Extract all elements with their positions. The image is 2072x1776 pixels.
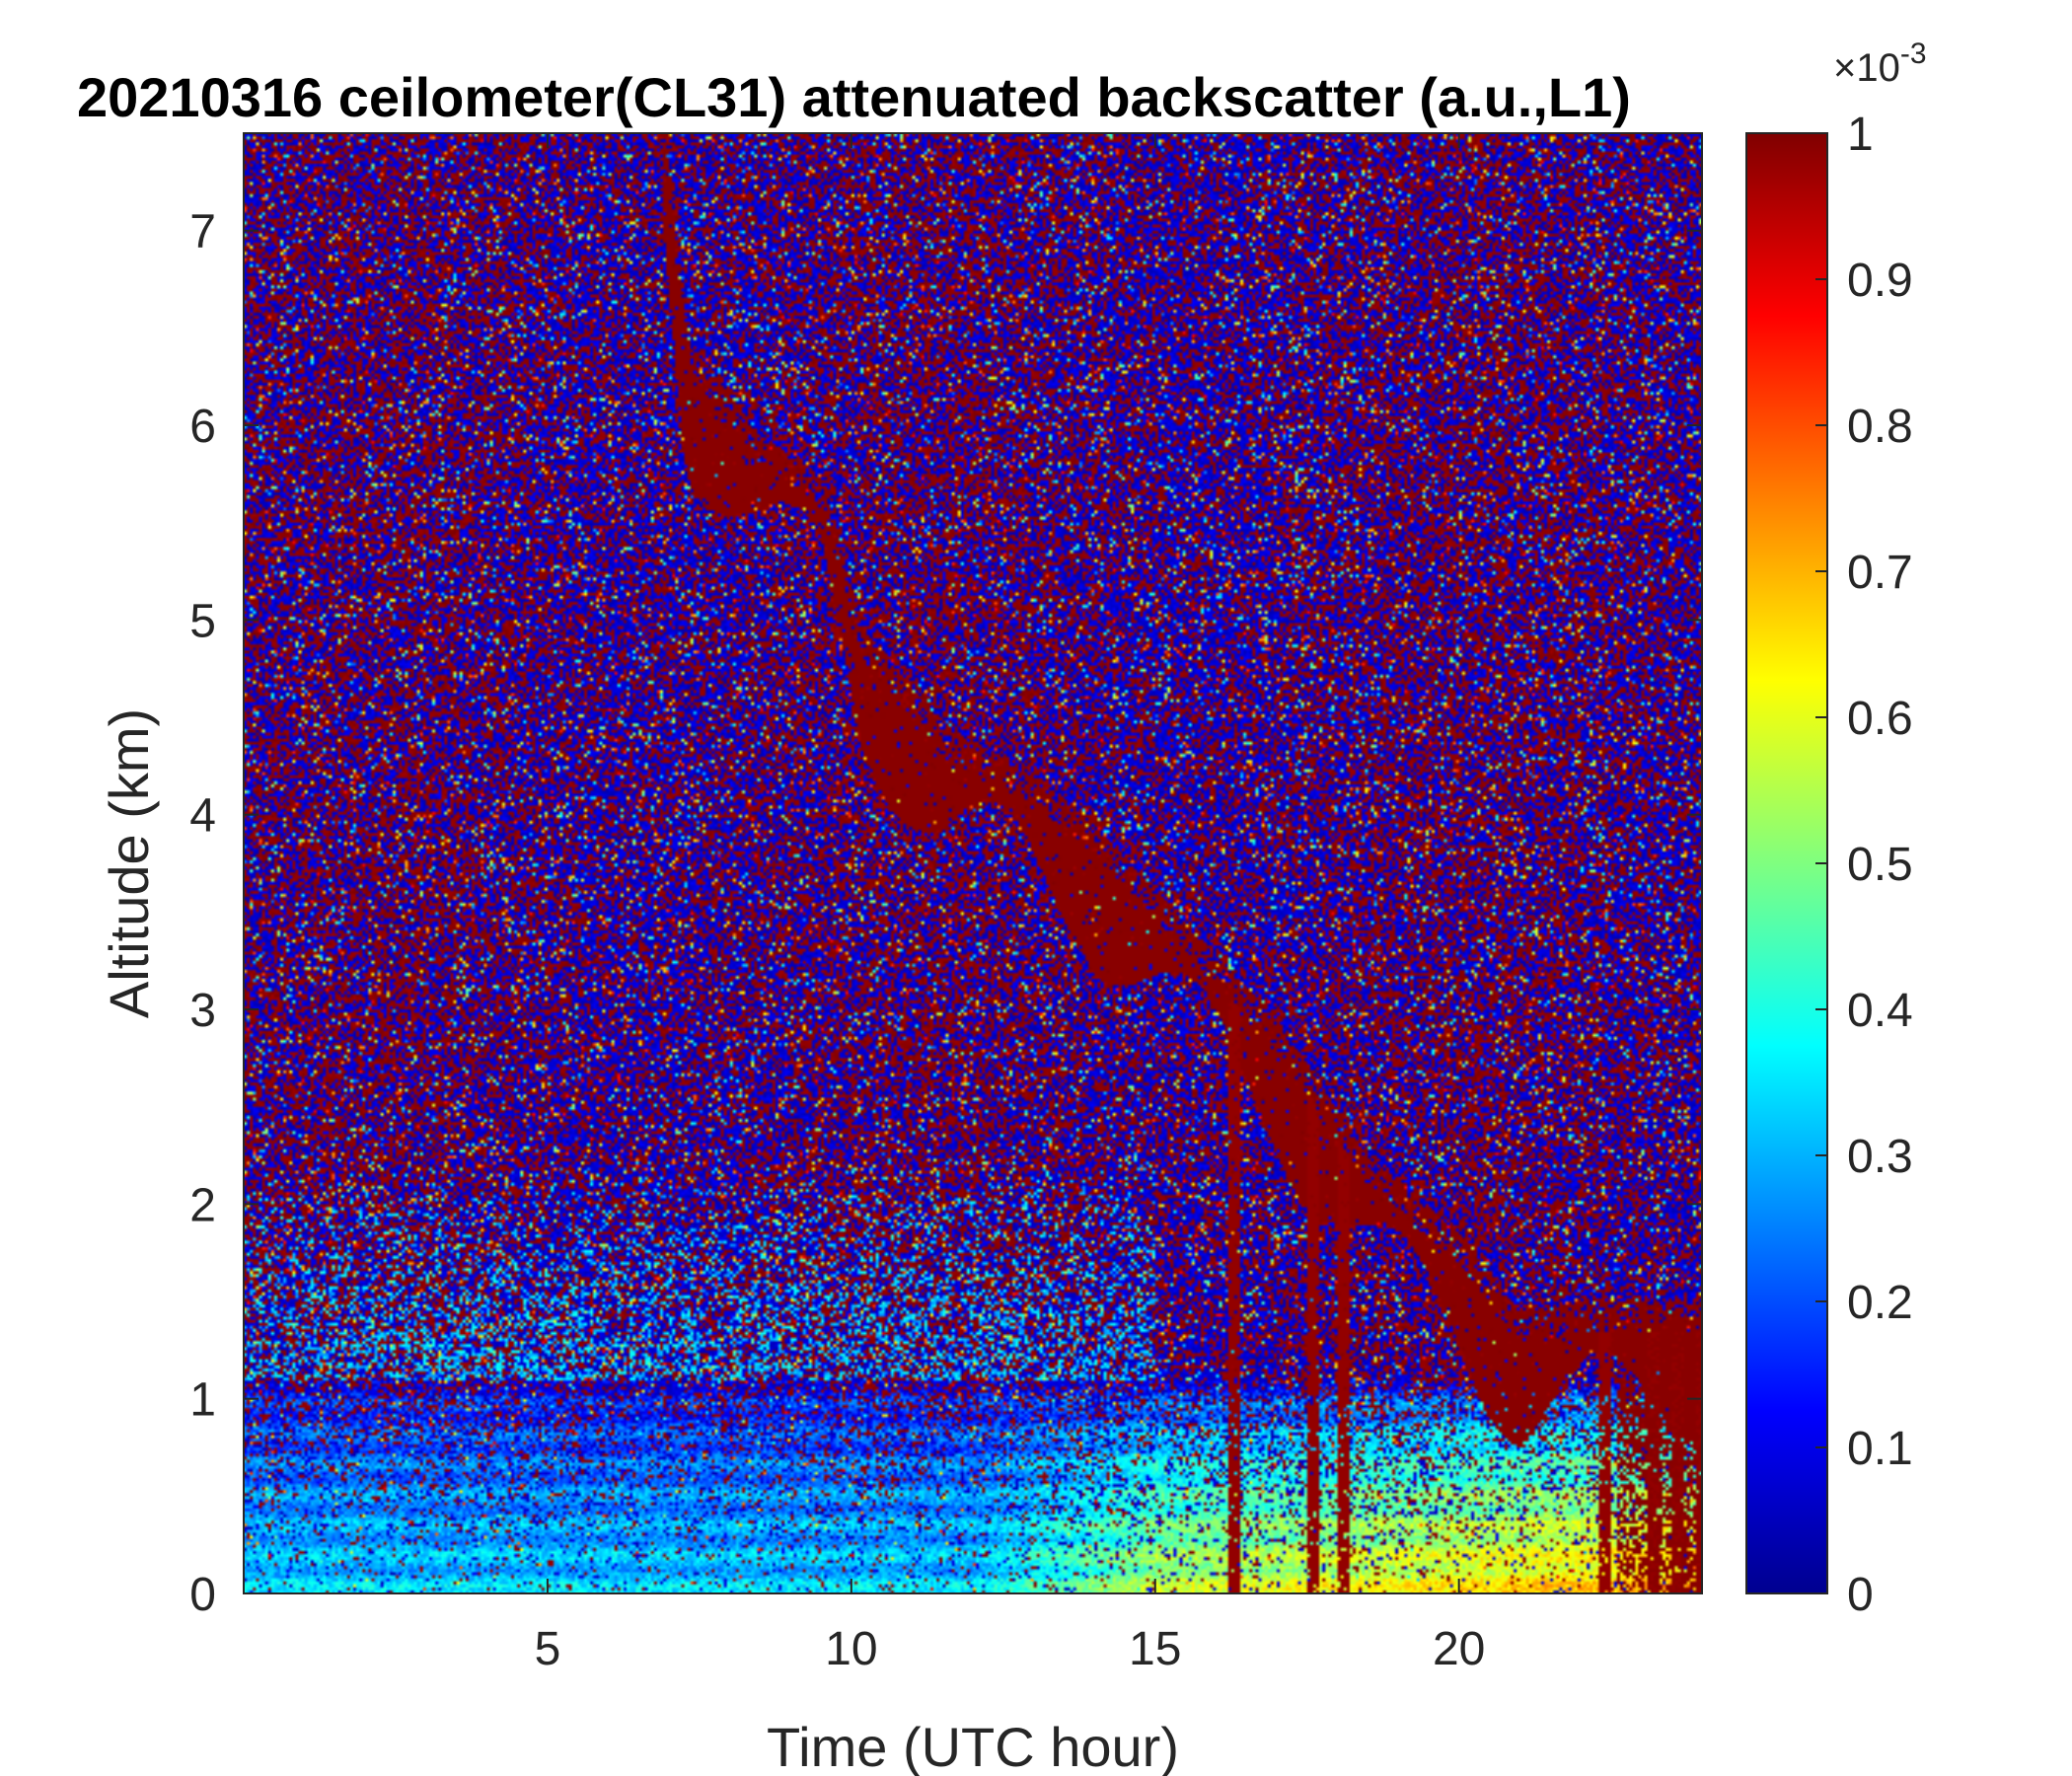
x-tick-label: 20 — [1433, 1623, 1485, 1675]
plot-area — [244, 133, 1702, 1593]
colorbar-tick-label: 0.3 — [1847, 1131, 1913, 1183]
y-tick-label: 7 — [189, 206, 216, 259]
y-tick-label: 1 — [189, 1374, 216, 1427]
y-axis: 0 1 2 3 4 5 6 7 — [189, 206, 1702, 1621]
colorbar-exponent: ×10-3 — [1833, 37, 1927, 90]
y-tick-label: 6 — [189, 401, 216, 453]
colorbar-tick-label: 0.4 — [1847, 985, 1913, 1037]
colorbar-tick-label: 1 — [1847, 109, 1874, 161]
colorbar-tick-label: 0.5 — [1847, 839, 1913, 891]
colorbar-exponent-base: ×10 — [1833, 46, 1900, 90]
x-axis: 5 10 15 20 — [535, 133, 1485, 1675]
y-axis-label: Altitude (km) — [98, 708, 160, 1018]
y-tick-label: 2 — [189, 1179, 216, 1231]
colorbar-gradient — [1746, 133, 1827, 1593]
y-tick-label: 5 — [189, 595, 216, 647]
y-tick-label: 3 — [189, 985, 216, 1037]
colorbar-ticks: 0 0.1 0.2 0.3 0.4 0.5 0.6 0.7 0.8 0.9 1 — [1815, 109, 1913, 1621]
x-tick-label: 10 — [825, 1623, 877, 1675]
x-tick-label: 5 — [535, 1623, 561, 1675]
colorbar-exponent-power: -3 — [1900, 37, 1927, 70]
colorbar-tick-label: 0.9 — [1847, 255, 1913, 307]
colorbar-tick-label: 0 — [1847, 1569, 1874, 1621]
colorbar-tick-label: 0.6 — [1847, 693, 1913, 745]
y-tick-label: 4 — [189, 790, 216, 843]
x-tick-label: 15 — [1129, 1623, 1181, 1675]
x-axis-label: Time (UTC hour) — [767, 1716, 1179, 1776]
colorbar-tick-label: 0.7 — [1847, 547, 1913, 599]
colorbar-tick-label: 0.2 — [1847, 1277, 1913, 1329]
y-tick-label: 0 — [189, 1569, 216, 1621]
colorbar-tick-label: 0.1 — [1847, 1423, 1913, 1475]
chart-title: 20210316 ceilometer(CL31) attenuated bac… — [77, 66, 1631, 128]
colorbar-tick-label: 0.8 — [1847, 401, 1913, 453]
backscatter-heatmap — [244, 133, 1702, 1593]
plot-frame — [243, 132, 1703, 1594]
colorbar: 0 0.1 0.2 0.3 0.4 0.5 0.6 0.7 0.8 0.9 1 ×10-3 — [1745, 37, 1927, 1621]
